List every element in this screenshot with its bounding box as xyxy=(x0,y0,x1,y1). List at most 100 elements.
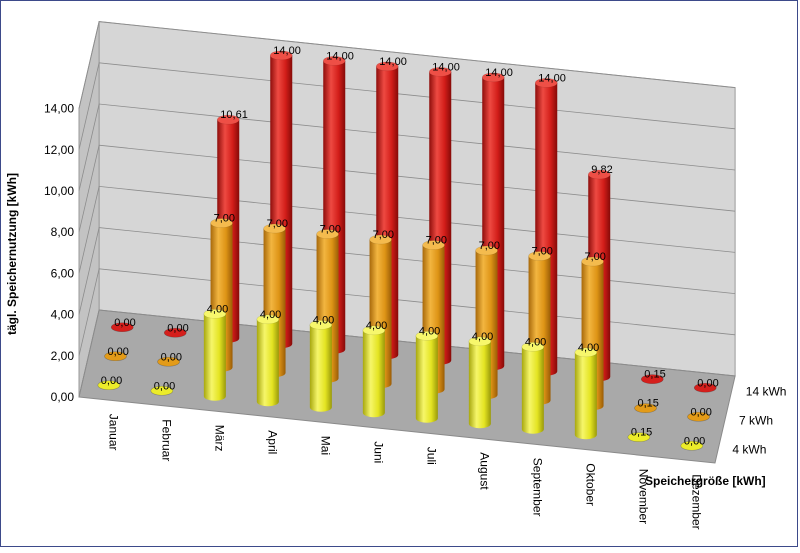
bar-body xyxy=(415,335,438,423)
data-label: 14,00 xyxy=(485,67,513,79)
bar-cap xyxy=(309,320,333,330)
data-label: 14,00 xyxy=(538,72,566,84)
data-label: 0,15 xyxy=(644,369,665,381)
x-tick-label: Juni xyxy=(372,441,386,463)
bar xyxy=(687,411,710,422)
data-label: 4,00 xyxy=(525,336,546,348)
x-tick-label: April xyxy=(266,430,280,454)
bar-cap xyxy=(687,411,710,422)
bar-cap xyxy=(362,325,386,336)
y-tick-label: 2,00 xyxy=(51,349,75,363)
gridline xyxy=(78,103,736,192)
bar-body xyxy=(574,352,597,440)
gridline xyxy=(78,21,736,109)
bar-cap xyxy=(680,440,704,451)
data-label: 0,00 xyxy=(684,435,705,447)
bar-cap xyxy=(97,380,121,391)
bar-cap xyxy=(375,61,399,72)
bar-cap xyxy=(369,234,392,245)
bar-cap xyxy=(481,72,505,83)
bar xyxy=(163,327,187,338)
data-label: 9,82 xyxy=(591,164,612,176)
x-tick-label: Dezember xyxy=(690,474,704,529)
bar-body xyxy=(362,330,385,418)
y-tick-label: 4,00 xyxy=(51,308,75,322)
x-tick-label: Januar xyxy=(107,414,121,451)
data-label: 7,00 xyxy=(320,224,341,236)
data-label: 0,00 xyxy=(101,375,122,387)
bar-cap xyxy=(468,336,492,347)
data-label: 0,00 xyxy=(691,406,712,418)
data-label: 14,00 xyxy=(273,45,301,57)
bar-cap xyxy=(157,356,180,367)
bar-cap xyxy=(587,169,611,180)
bar-cap xyxy=(528,251,551,261)
data-label: 7,00 xyxy=(214,213,235,225)
bar-cap xyxy=(316,229,339,239)
x-tick-label: Mai xyxy=(319,436,333,455)
bar xyxy=(104,351,127,362)
bar xyxy=(203,309,227,401)
bar xyxy=(110,322,134,333)
series-tick-label: 4 kWh xyxy=(732,443,766,457)
bar xyxy=(574,347,598,440)
x-tick-label: November xyxy=(637,469,651,524)
x-tick-label: Oktober xyxy=(584,463,598,506)
data-label: 4,00 xyxy=(472,331,493,343)
bar xyxy=(680,440,704,451)
gridline xyxy=(78,227,736,315)
data-label: 0,00 xyxy=(114,317,135,329)
bar xyxy=(157,356,180,367)
data-label: 7,00 xyxy=(532,246,553,258)
gridline xyxy=(78,268,736,356)
bar-cap xyxy=(422,240,445,250)
data-label: 0,15 xyxy=(638,398,659,410)
bar xyxy=(97,380,121,391)
bar-body xyxy=(309,324,332,412)
bar-cap xyxy=(581,256,604,267)
bar-cap xyxy=(640,374,664,384)
bar xyxy=(362,325,386,418)
bar-cap xyxy=(693,382,717,393)
y-tick-label: 6,00 xyxy=(51,266,75,280)
bar xyxy=(415,331,439,423)
z-axis-label: Speichergröße [kWh] xyxy=(645,474,766,488)
bars-layer xyxy=(97,50,717,451)
bar-cap xyxy=(216,114,240,125)
data-label: 0,00 xyxy=(154,380,175,392)
bar-body xyxy=(521,346,544,434)
bar xyxy=(627,432,651,442)
bar-body xyxy=(203,313,226,401)
data-label: 4,00 xyxy=(260,309,281,321)
data-label: 0,00 xyxy=(108,346,129,358)
data-label: 0,00 xyxy=(161,351,182,363)
gridline xyxy=(78,185,736,274)
x-tick-label: Juli xyxy=(425,447,439,465)
bar-cap xyxy=(574,347,598,358)
x-tick-label: September xyxy=(531,458,545,517)
y-tick-label: 10,00 xyxy=(44,184,74,198)
y-tick-label: 8,00 xyxy=(51,225,75,239)
data-label: 0,00 xyxy=(167,322,188,334)
bar-cap xyxy=(210,218,233,228)
bar xyxy=(634,403,657,413)
data-label: 4,00 xyxy=(207,303,228,315)
bar-cap xyxy=(534,78,558,88)
bar-cap xyxy=(263,223,286,234)
bar-body xyxy=(468,341,491,429)
x-tick-label: März xyxy=(213,425,227,452)
data-label: 10,61 xyxy=(220,109,248,121)
data-label: 4,00 xyxy=(313,314,334,326)
data-label: 14,00 xyxy=(432,61,460,73)
bar xyxy=(640,374,664,384)
y-tick-label: 14,00 xyxy=(44,102,74,116)
data-label: 4,00 xyxy=(366,320,387,332)
x-tick-label: Februar xyxy=(160,419,174,461)
y-axis-label: tägl. Speichernutzung [kWh] xyxy=(5,173,19,335)
labels-layer: 0,00 0,00 10,61 14,00 14,00 14,00 14,00 14,00 14… xyxy=(101,45,719,447)
bar-cap xyxy=(104,351,127,362)
data-label: 7,00 xyxy=(585,251,606,263)
bar-cap xyxy=(256,314,280,325)
data-label: 14,00 xyxy=(379,56,407,68)
